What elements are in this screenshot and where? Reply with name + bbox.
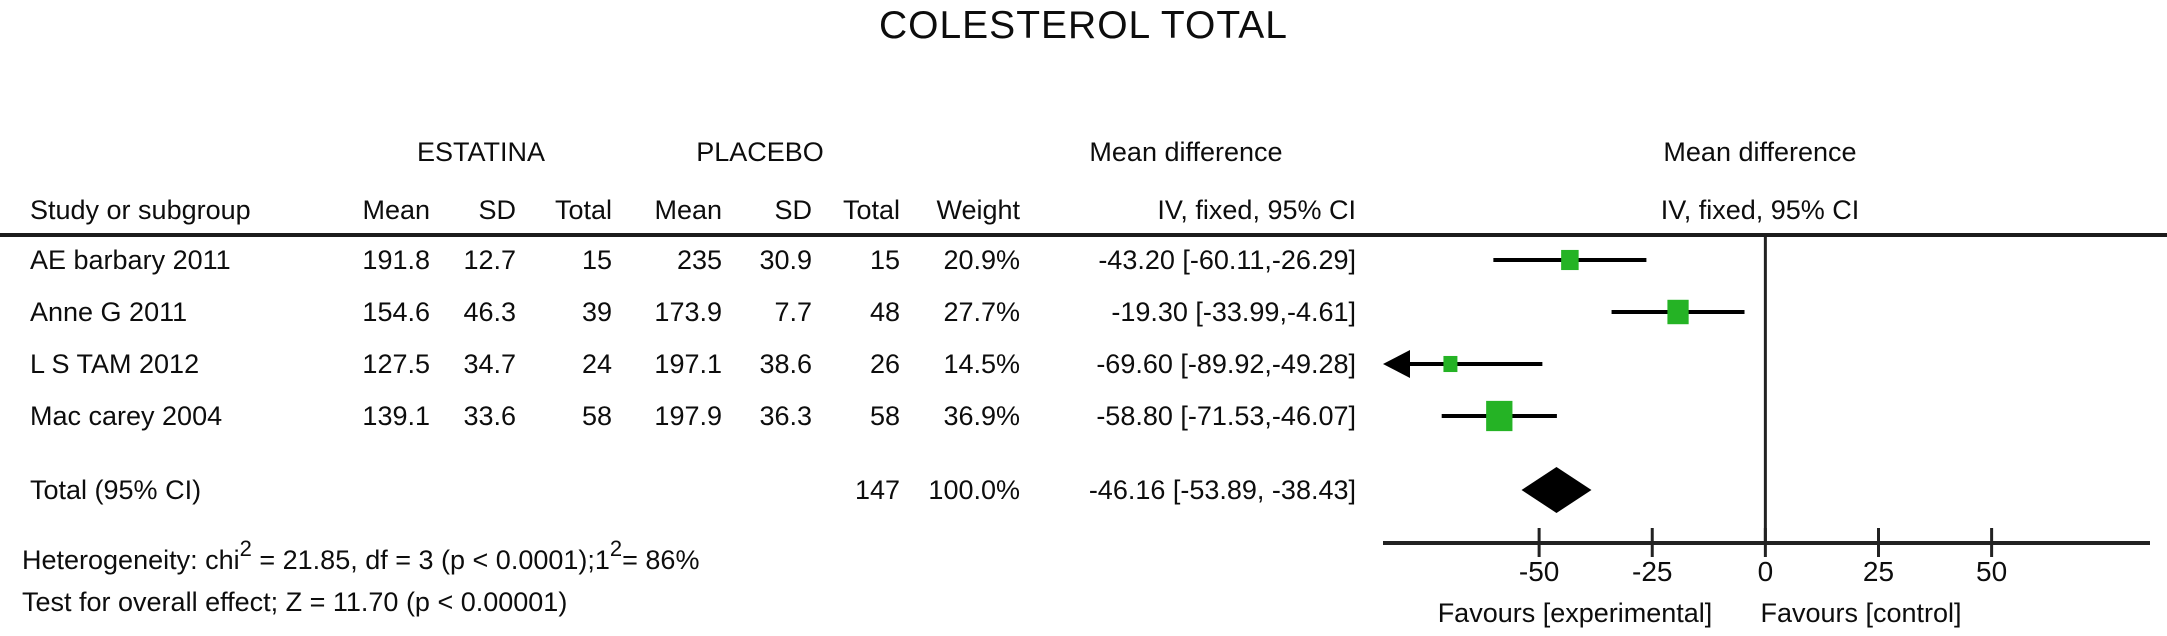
effect-square: [1561, 249, 1579, 271]
weight: 14.5%: [943, 349, 1020, 379]
total-row-md-ci: -46.16 [-53.89, -38.43]: [1088, 475, 1356, 505]
study-name: AE barbary 2011: [30, 245, 231, 275]
axis-tick-label: 50: [1976, 556, 2008, 587]
axis-tick-label: -50: [1518, 556, 1560, 587]
sd-ctl: 30.9: [759, 245, 812, 275]
col-header-weight: Weight: [936, 195, 1020, 225]
heterogeneity-note: Heterogeneity: chi2 = 21.85, df = 3 (p <…: [22, 533, 699, 576]
study-name: Anne G 2011: [30, 297, 188, 327]
mean-ctl: 197.1: [654, 349, 722, 379]
header-rule: [0, 233, 2167, 237]
axis-tick-label: 25: [1862, 556, 1895, 587]
heterogeneity-text: = 86%: [622, 545, 700, 575]
md-ci-text: -43.20 [-60.11,-26.29]: [1098, 245, 1356, 275]
mean-ctl: 173.9: [654, 297, 722, 327]
sd-exp: 12.7: [463, 245, 516, 275]
heterogeneity-text: Heterogeneity: chi: [22, 545, 240, 575]
col-header-study: Study or subgroup: [30, 195, 251, 225]
overall-diamond: [1521, 467, 1592, 513]
overall-effect-note: Test for overall effect; Z = 11.70 (p < …: [22, 587, 568, 617]
sd-ctl: 36.3: [759, 401, 812, 431]
plot-header-line2: IV, fixed, 95% CI: [1660, 195, 1860, 225]
heterogeneity-text: = 21.85, df = 3 (p < 0.0001);1: [251, 545, 610, 575]
col-header-mean-exp: Mean: [362, 195, 430, 225]
weight: 36.9%: [943, 401, 1020, 431]
group-header-experimental: ESTATINA: [416, 137, 545, 167]
total-exp: 15: [581, 245, 612, 275]
plot-header-line1: Mean difference: [1663, 137, 1857, 167]
sd-exp: 33.6: [463, 401, 516, 431]
page-title: COLESTEROL TOTAL: [878, 4, 1288, 47]
weight: 20.9%: [943, 245, 1020, 275]
md-ci-text: -19.30 [-33.99,-4.61]: [1111, 297, 1356, 327]
weight: 27.7%: [943, 297, 1020, 327]
total-ctl: 48: [869, 297, 900, 327]
chi-superscript: 2: [239, 536, 252, 561]
effect-square: [1486, 400, 1513, 432]
mean-exp: 191.8: [362, 245, 430, 275]
i-squared-superscript: 2: [609, 536, 623, 561]
mean-exp: 139.1: [362, 401, 430, 431]
col-header-mean-ctl: Mean: [654, 195, 722, 225]
total-row-weight: 100.0%: [928, 475, 1020, 505]
total-ctl: 15: [869, 245, 900, 275]
total-ctl: 58: [869, 401, 900, 431]
md-ci-text: -58.80 [-71.53,-46.07]: [1096, 401, 1356, 431]
sd-ctl: 38.6: [759, 349, 812, 379]
mean-exp: 127.5: [362, 349, 430, 379]
total-exp: 39: [581, 297, 612, 327]
total-exp: 58: [581, 401, 612, 431]
mean-exp: 154.6: [362, 297, 430, 327]
total-ctl: 26: [869, 349, 900, 379]
group-header-control: PLACEBO: [696, 137, 824, 167]
total-row-n-ctl: 147: [854, 475, 900, 505]
sd-exp: 46.3: [463, 297, 516, 327]
ci-clipped-arrow: [1383, 350, 1410, 378]
axis-tick-label: -25: [1632, 556, 1673, 587]
col-header-sd-exp: SD: [478, 195, 516, 225]
md-column-header-line2: IV, fixed, 95% CI: [1157, 195, 1356, 225]
sd-ctl: 7.7: [774, 297, 812, 327]
study-name: Mac carey 2004: [30, 401, 223, 431]
md-ci-text: -69.60 [-89.92,-49.28]: [1096, 349, 1356, 379]
mean-ctl: 197.9: [654, 401, 722, 431]
effect-square: [1667, 299, 1689, 325]
total-exp: 24: [581, 349, 612, 379]
md-column-header-line1: Mean difference: [1089, 137, 1283, 167]
col-header-total-ctl: Total: [842, 195, 900, 225]
mean-ctl: 235: [676, 245, 722, 275]
total-row-label: Total (95% CI): [30, 475, 202, 505]
favours-control-label: Favours [control]: [1760, 598, 1962, 628]
axis-tick-label: 0: [1757, 556, 1774, 587]
effect-square: [1443, 355, 1458, 373]
study-name: L S TAM 2012: [30, 349, 200, 379]
sd-exp: 34.7: [463, 349, 516, 379]
col-header-total-exp: Total: [554, 195, 612, 225]
col-header-sd-ctl: SD: [774, 195, 812, 225]
favours-experimental-label: Favours [experimental]: [1437, 598, 1713, 628]
